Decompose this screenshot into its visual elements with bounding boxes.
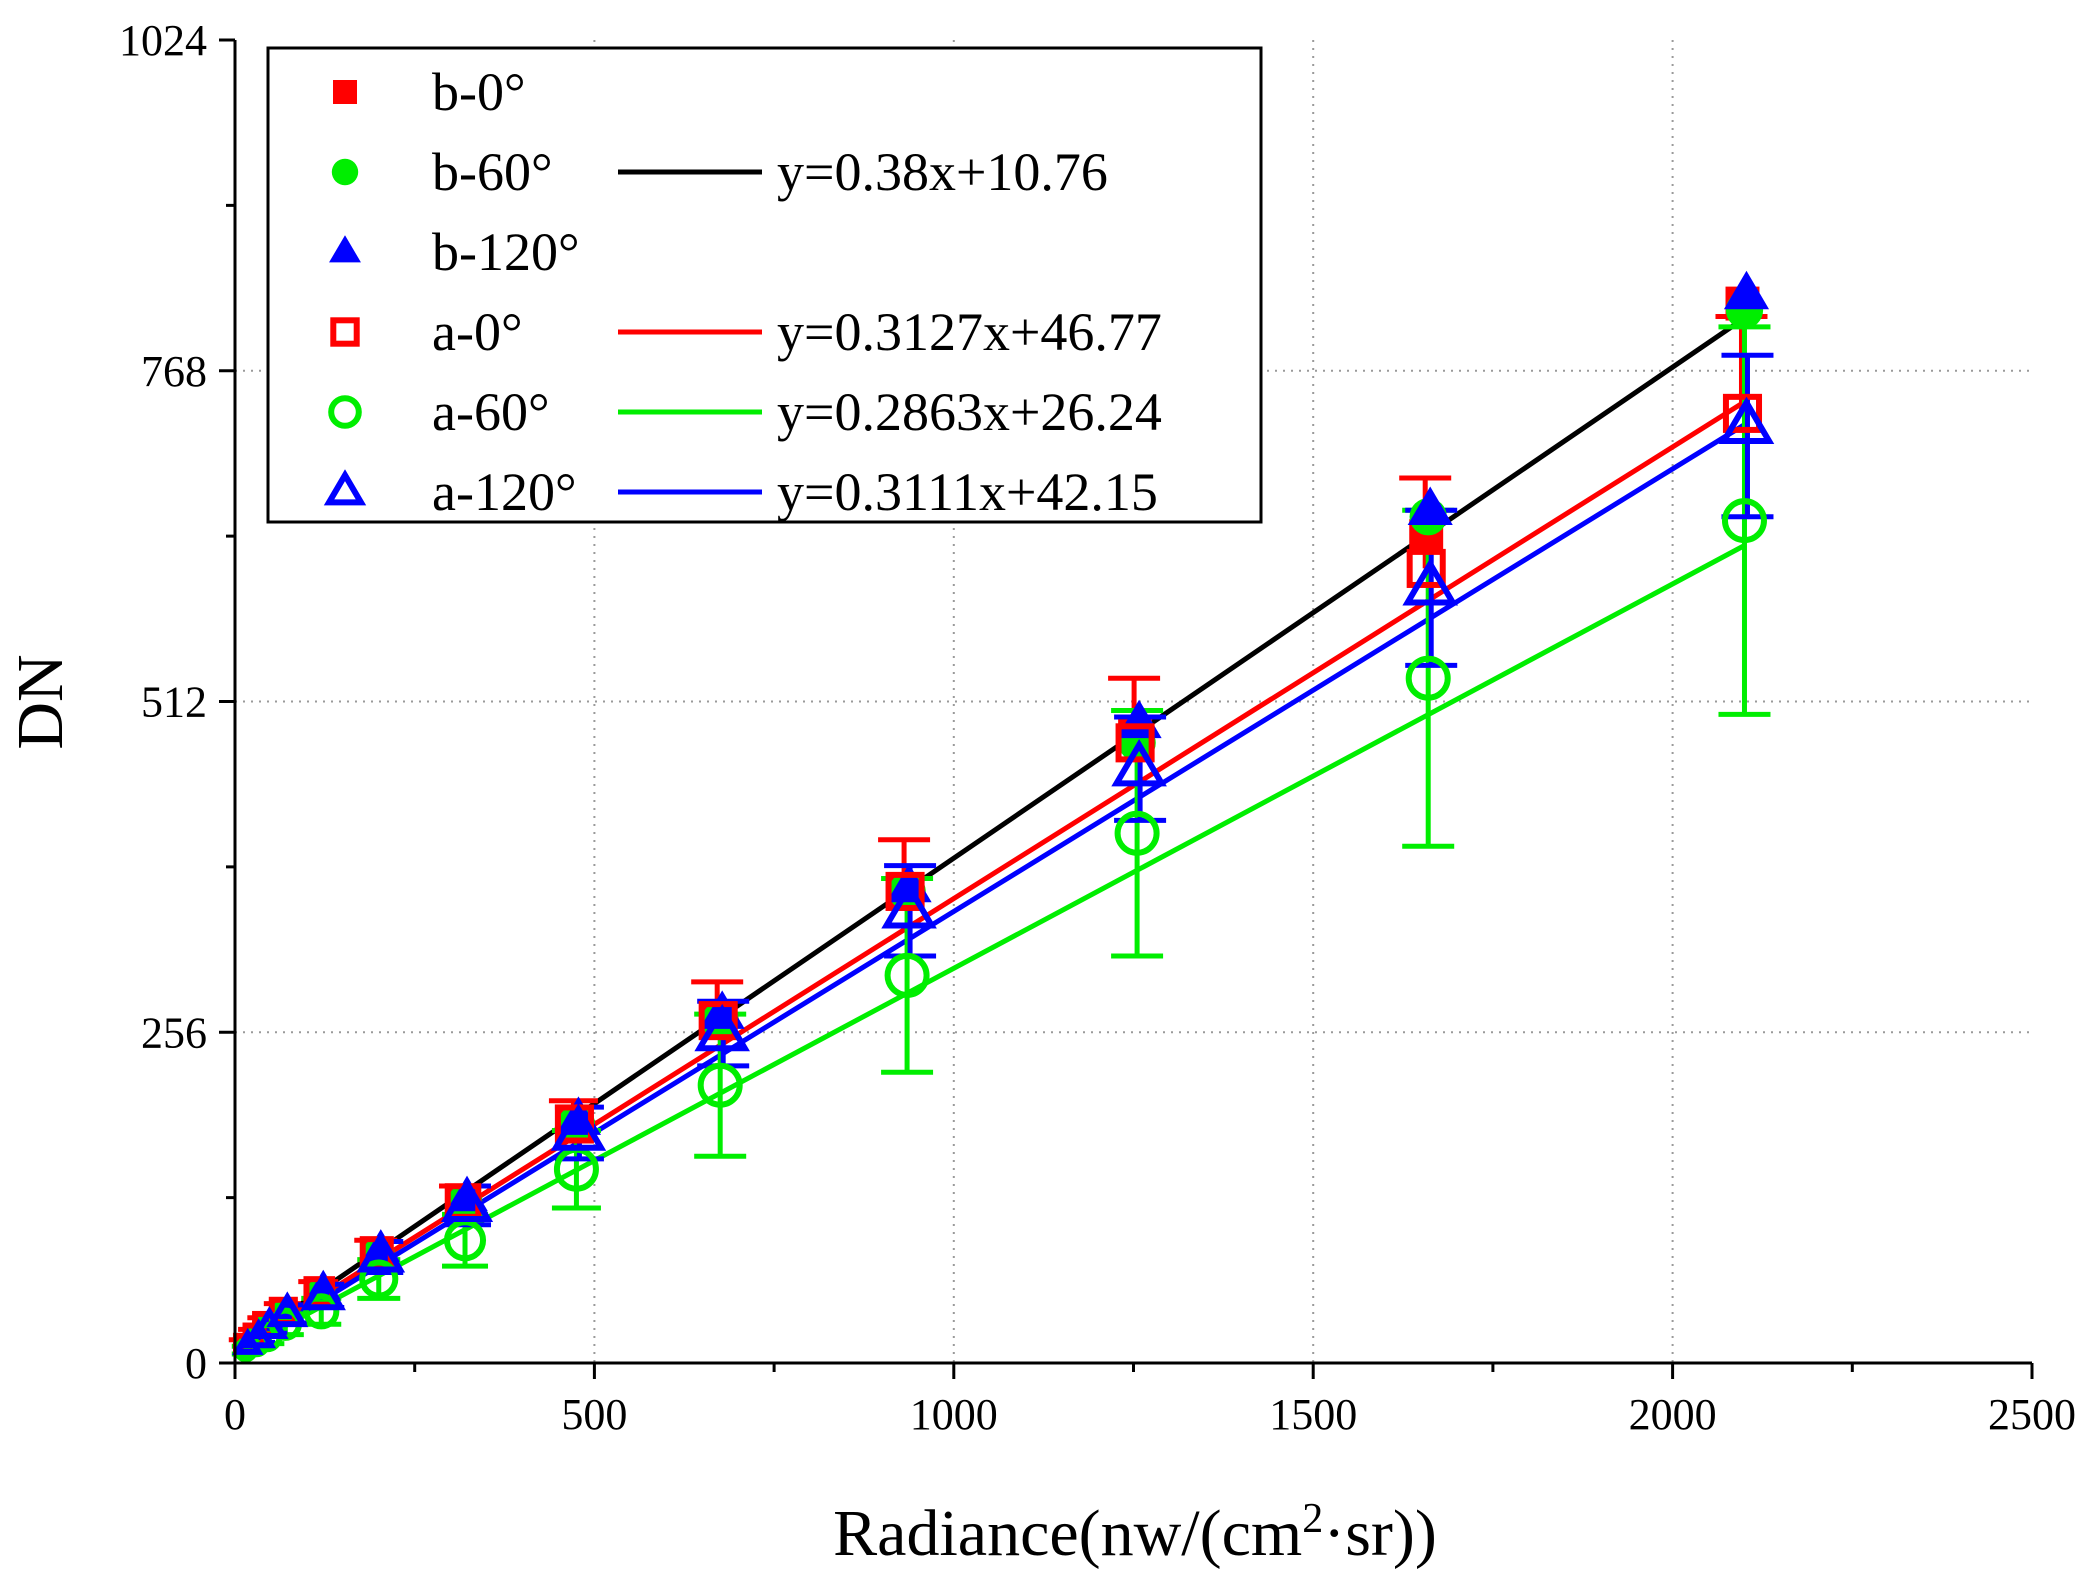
point-a-60°-8	[697, 1062, 743, 1108]
x-axis-title-tail: ·sr))	[1323, 1497, 1437, 1570]
point-a-0°-11	[1406, 548, 1446, 588]
point-a-120°-11	[1402, 558, 1459, 606]
point-a-120°-3	[266, 1291, 309, 1328]
legend-label-b-60°: b-60°	[432, 142, 553, 202]
legend: b-0° b-60° b-120° a-0° a-60° a-120° y=0.38x+10…	[266, 46, 1263, 524]
legend-marker-a-60°	[328, 395, 362, 429]
x-tick-label-2500: 2500	[1988, 1390, 2076, 1439]
y-tick-label-0: 0	[185, 1339, 207, 1388]
point-a-60°-9	[884, 952, 930, 998]
point-a-0°-7	[554, 1104, 594, 1144]
x-axis-title-sup: 2	[1302, 1496, 1323, 1542]
point-a-60°-4	[303, 1293, 340, 1330]
legend-marker-a-120°	[323, 469, 367, 506]
point-a-0°-12	[1722, 393, 1763, 433]
x-tick-label-2000: 2000	[1629, 1390, 1717, 1439]
grid-lines	[235, 40, 2032, 1363]
point-a-120°-4	[300, 1271, 346, 1311]
legend-box	[266, 46, 1263, 524]
x-tick-label-1500: 1500	[1269, 1390, 1357, 1439]
point-b-120°-12	[1723, 270, 1770, 310]
legend-marker-b-120°	[329, 235, 361, 263]
point-a-120°-6	[440, 1177, 494, 1222]
x-axis-title-main: Radiance(nw/(cm	[833, 1497, 1302, 1570]
point-a-120°-7	[550, 1103, 607, 1151]
legend-marker-b-60°	[331, 158, 359, 186]
point-a-120°-12	[1718, 396, 1775, 445]
legend-fit-label-3: y=0.3111x+42.15	[777, 462, 1158, 522]
x-tick-label-1000: 1000	[910, 1390, 998, 1439]
legend-fit-label-2: y=0.2863x+26.24	[777, 382, 1162, 442]
legend-label-b-120°: b-120°	[432, 222, 580, 282]
point-a-60°-10	[1114, 810, 1160, 856]
x-tick-label-0: 0	[224, 1390, 246, 1439]
legend-marker-a-0°	[330, 317, 360, 347]
fit-line-1	[240, 399, 1746, 1348]
y-tick-label-768: 768	[141, 347, 207, 396]
y-tick-labels: 0 256 512 768 1024	[119, 16, 207, 1388]
fit-line-0	[240, 316, 1746, 1347]
legend-label-a-0°: a-0°	[432, 302, 523, 362]
data-points	[231, 270, 1775, 1363]
point-a-60°-11	[1405, 655, 1451, 701]
point-a-60°-6	[443, 1219, 487, 1262]
x-tick-label-500: 500	[561, 1390, 627, 1439]
fit-line-3	[240, 422, 1746, 1352]
y-tick-label-1024: 1024	[119, 16, 207, 65]
fit-lines	[240, 316, 1746, 1352]
point-a-60°-5	[359, 1259, 399, 1299]
point-a-120°-10	[1111, 739, 1167, 787]
point-a-120°-5	[356, 1230, 406, 1273]
point-a-120°-9	[881, 881, 937, 929]
legend-marker-b-0°	[333, 80, 357, 104]
x-tick-labels: 0 500 1000 1500 2000 2500	[224, 1390, 2076, 1439]
axes	[219, 38, 2034, 1379]
point-b-120°-11	[1407, 486, 1453, 526]
x-axis-title: Radiance(nw/(cm2·sr))	[833, 1496, 1437, 1570]
y-tick-label-256: 256	[141, 1008, 207, 1057]
legend-label-b-0°: b-0°	[432, 62, 526, 122]
legend-fit-label-1: y=0.3127x+46.77	[777, 302, 1162, 362]
point-a-0°-9	[885, 871, 925, 911]
legend-label-a-60°: a-60°	[432, 382, 550, 442]
point-a-60°-12	[1721, 498, 1767, 544]
point-a-0°-8	[698, 1001, 738, 1041]
point-a-120°-8	[694, 1003, 750, 1052]
legend-fit-label-0: y=0.38x+10.76	[777, 142, 1108, 202]
fit-line-2	[241, 543, 1746, 1352]
y-tick-label-512: 512	[141, 678, 207, 727]
y-axis-title: DN	[4, 654, 77, 749]
legend-label-a-120°: a-120°	[432, 462, 577, 522]
point-a-0°-10	[1115, 723, 1155, 763]
